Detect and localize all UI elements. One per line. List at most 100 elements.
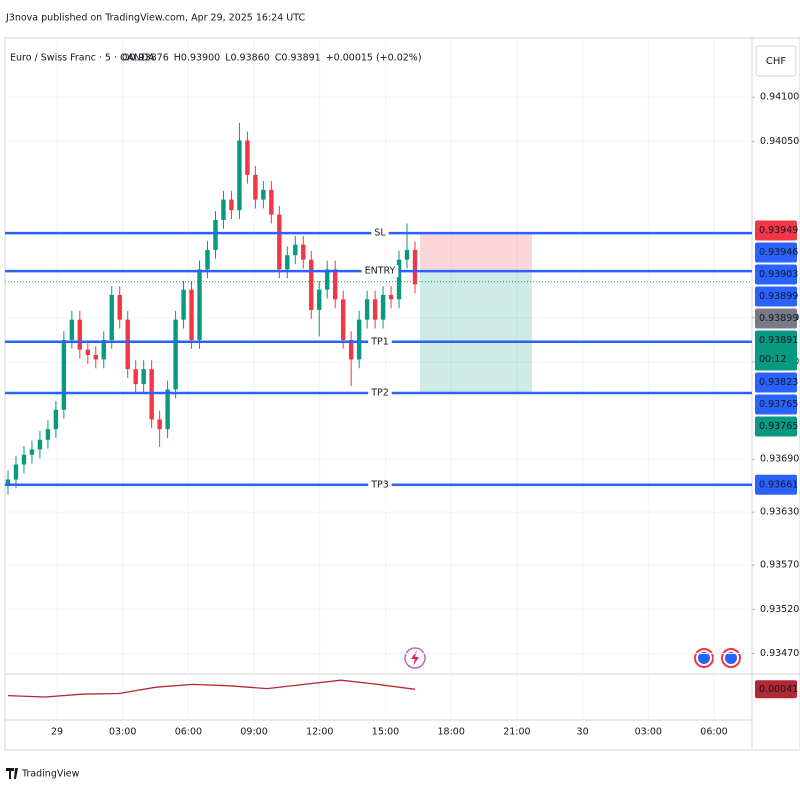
candle-body bbox=[37, 439, 43, 450]
candle-body bbox=[285, 255, 290, 270]
price-badge-label: 0.93899 bbox=[759, 313, 798, 324]
candle-body bbox=[157, 419, 162, 430]
candle-body bbox=[301, 244, 306, 260]
x-tick-label: 06:00 bbox=[175, 727, 202, 738]
indicator-badge bbox=[755, 680, 797, 699]
candle-body bbox=[364, 299, 370, 320]
symbol: Euro / Swiss Franc · 5 · OANDA bbox=[10, 53, 155, 64]
candle-body bbox=[133, 369, 138, 385]
y-tick-label: 0.93690 bbox=[760, 454, 799, 465]
level-label-bg bbox=[368, 386, 392, 399]
price-badge-label: 0.93949 bbox=[759, 225, 798, 236]
marks bbox=[5, 122, 532, 495]
candle-body bbox=[229, 199, 234, 211]
candle-body bbox=[149, 369, 154, 420]
legend-value: L0.93860 bbox=[225, 53, 270, 64]
x-tick-label: 18:00 bbox=[438, 727, 465, 738]
y-tick-label: 0.93570 bbox=[760, 560, 799, 571]
level-label: TP3 bbox=[370, 479, 389, 490]
x-tick-label: 21:00 bbox=[503, 727, 530, 738]
currency: CHF bbox=[766, 56, 787, 67]
candle-body bbox=[165, 389, 170, 430]
level-label: ENTRY bbox=[365, 266, 396, 277]
candle-body bbox=[348, 339, 354, 360]
candle-body bbox=[332, 269, 338, 300]
candle-body bbox=[380, 294, 386, 320]
level-label-bg bbox=[368, 478, 392, 491]
price-badge bbox=[755, 242, 797, 263]
candle-body bbox=[245, 140, 250, 175]
lightning-icon[interactable] bbox=[404, 647, 426, 669]
price-badge-label: 0.93899 bbox=[759, 291, 798, 302]
candle-body bbox=[77, 319, 83, 350]
price-badge-label: 0.93823 bbox=[759, 377, 798, 388]
level-label: SL bbox=[374, 228, 386, 239]
price-badge bbox=[755, 372, 797, 393]
candle-body bbox=[189, 289, 194, 340]
candle-body bbox=[412, 249, 418, 285]
candle-body bbox=[141, 369, 146, 385]
y-tick-label: 0.93470 bbox=[760, 648, 799, 659]
level-label-bg bbox=[371, 227, 389, 240]
grid bbox=[5, 38, 752, 720]
level-label-bg bbox=[361, 265, 399, 278]
candle-body bbox=[21, 454, 27, 465]
x-tick-label: 29 bbox=[51, 727, 63, 738]
price-badge bbox=[755, 394, 797, 415]
level-label-bg bbox=[368, 335, 392, 348]
candle-body bbox=[277, 214, 282, 270]
candle-body bbox=[309, 259, 314, 310]
candle-body bbox=[293, 244, 298, 256]
y-tick-label: 0.94050 bbox=[760, 136, 799, 147]
price-badge-label: 0.93661 bbox=[759, 479, 798, 490]
price-badge bbox=[755, 220, 797, 241]
target-zone bbox=[420, 271, 532, 393]
candle-body bbox=[29, 449, 35, 455]
candle-body bbox=[197, 269, 202, 340]
price-badge bbox=[755, 264, 797, 285]
candle-body bbox=[173, 319, 178, 390]
candle-body bbox=[69, 319, 75, 340]
candle-body bbox=[13, 464, 19, 480]
candle-body bbox=[253, 174, 258, 200]
candle-body bbox=[269, 189, 274, 215]
x-tick-label: 09:00 bbox=[240, 727, 267, 738]
price-badge-label: 0.93946 bbox=[759, 247, 798, 258]
price-badge-label: 0.93765 bbox=[759, 421, 798, 432]
stop-zone bbox=[420, 233, 532, 272]
price-badge bbox=[755, 474, 797, 495]
legend-value: O0.93876 bbox=[122, 53, 169, 64]
brand-logo bbox=[6, 768, 18, 779]
candle-body bbox=[317, 289, 322, 310]
x-tick-label: 15:00 bbox=[372, 727, 399, 738]
level-label: TP1 bbox=[370, 336, 389, 347]
event-icon[interactable] bbox=[694, 648, 714, 668]
candle-body bbox=[61, 339, 67, 410]
countdown: 00:12 bbox=[759, 354, 786, 365]
currency-box[interactable] bbox=[755, 45, 797, 77]
x-tick-label: 06:00 bbox=[700, 727, 727, 738]
candle-body bbox=[221, 199, 226, 220]
legend-value: C0.93891 bbox=[275, 53, 321, 64]
candle-body bbox=[404, 249, 410, 260]
candle-body bbox=[125, 319, 130, 370]
level-label: TP2 bbox=[370, 387, 389, 398]
indicator-line bbox=[7, 679, 416, 698]
candle-body bbox=[388, 294, 394, 300]
candle-body bbox=[213, 219, 218, 250]
candle-body bbox=[396, 259, 402, 300]
candle-body bbox=[237, 140, 242, 211]
price-badge bbox=[755, 308, 797, 329]
legend-value: H0.93900 bbox=[174, 53, 220, 64]
candle-body bbox=[205, 249, 210, 270]
event-icon[interactable] bbox=[721, 648, 741, 668]
price-badge-label: 0.93765 bbox=[759, 399, 798, 410]
candle-body bbox=[53, 409, 59, 430]
candle-body bbox=[93, 355, 98, 360]
price-badge bbox=[755, 286, 797, 307]
author-line: J3nova published on TradingView.com, Apr… bbox=[5, 13, 305, 24]
price-badge bbox=[755, 416, 797, 437]
brand: TradingView bbox=[21, 769, 80, 780]
candle-body bbox=[117, 294, 122, 320]
